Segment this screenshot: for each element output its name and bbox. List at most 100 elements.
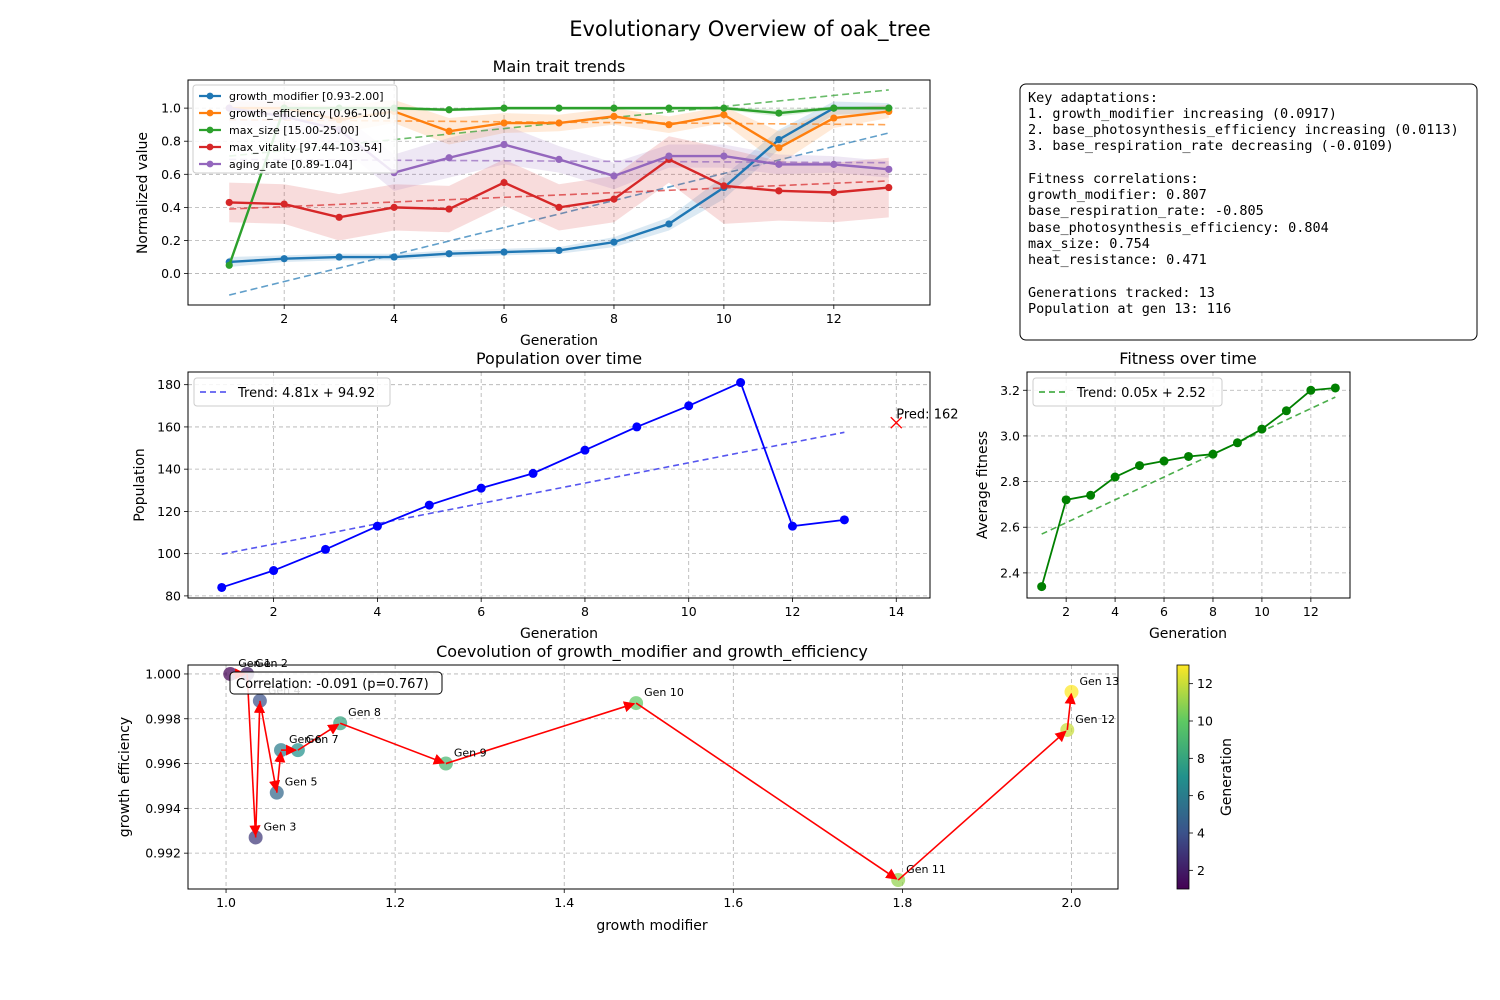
coevolution-arrow <box>635 702 898 880</box>
traits-point <box>445 250 453 258</box>
fitness-grid <box>1027 372 1350 598</box>
population-ytick-label: 160 <box>157 419 181 434</box>
info-box: Key adaptations: 1. growth_modifier incr… <box>1019 83 1478 341</box>
traits-point <box>500 178 508 187</box>
coevolution-xtick-label: 1.4 <box>554 895 574 910</box>
fitness-title: Fitness over time <box>1119 349 1256 368</box>
traits-legend-marker <box>206 143 214 151</box>
traits-ytick-label: 0.6 <box>161 167 181 182</box>
coevolution-point-label: Gen 2 <box>255 657 288 670</box>
fitness-legend-label: Trend: 0.05x + 2.52 <box>1076 386 1206 401</box>
traits-point <box>390 203 398 211</box>
trait-trends-ylabel: Normalized value <box>135 132 151 254</box>
traits-legend-label: max_size [15.00-25.00] <box>229 124 359 137</box>
coevolution-xtick-label: 2.0 <box>1062 895 1082 910</box>
fitness-ytick-label: 2.4 <box>1000 565 1020 580</box>
traits-point <box>830 160 838 168</box>
figure-title: Evolutionary Overview of oak_tree <box>569 17 931 42</box>
population-point <box>580 445 590 455</box>
traits-band-3 <box>229 136 889 241</box>
fitness-legend: Trend: 0.05x + 2.52 <box>1032 377 1223 407</box>
coevolution-arrow <box>297 723 340 751</box>
colorbar-tick-label: 6 <box>1197 788 1205 803</box>
info-line: max_size: 0.754 <box>1028 236 1150 252</box>
trait-trends-chart: Main trait trends Generation Normalized … <box>135 57 931 349</box>
traits-point <box>720 152 728 160</box>
traits-point <box>775 109 783 117</box>
population-point <box>372 521 382 531</box>
traits-point <box>335 213 343 221</box>
coevolution-point-label: Gen 5 <box>285 776 318 789</box>
info-line: growth_modifier: 0.807 <box>1028 187 1207 203</box>
fitness-point <box>1135 461 1145 471</box>
traits-point <box>555 203 563 211</box>
population-point <box>424 500 434 510</box>
population-legend-label: Trend: 4.81x + 94.92 <box>237 386 375 401</box>
coevolution-ytick-label: 0.998 <box>145 711 181 726</box>
fitness-point <box>1306 385 1316 395</box>
fitness-chart: Fitness over time Generation Average fit… <box>975 349 1351 642</box>
colorbar-gradient <box>1176 664 1190 890</box>
traits-legend-label: growth_efficiency [0.96-1.00] <box>229 107 391 120</box>
fitness-ytick-label: 3.0 <box>1000 428 1020 443</box>
population-prediction-marker <box>890 416 903 429</box>
traits-point <box>555 104 563 112</box>
fitness-point <box>1159 456 1169 466</box>
traits-point <box>445 154 453 162</box>
traits-ytick-label: 0.8 <box>161 134 181 149</box>
traits-point <box>500 104 508 112</box>
traits-legend-marker <box>206 126 214 134</box>
coevolution-arrow <box>1064 692 1076 731</box>
traits-legend: growth_modifier [0.93-2.00] growth_effici… <box>192 84 398 174</box>
traits-xtick-label: 4 <box>390 311 398 326</box>
info-line: base_photosynthesis_efficiency: 0.804 <box>1028 220 1329 236</box>
traits-ytick-label: 0.4 <box>161 200 181 215</box>
traits-ytick-label: 1.0 <box>161 101 181 116</box>
colorbar-label: Generation <box>1219 738 1235 816</box>
coevolution-point-label: Gen 3 <box>264 820 297 833</box>
coevolution-arrow <box>259 700 281 792</box>
coevolution-arrow <box>246 673 261 837</box>
traits-point <box>775 144 783 152</box>
fitness-xtick-label: 4 <box>1111 604 1119 619</box>
info-line: 2. base_photosynthesis_efficiency increa… <box>1028 122 1459 138</box>
info-box-frame <box>1019 83 1478 341</box>
population-line <box>221 381 845 589</box>
coevolution-ytick-label: 1.000 <box>145 666 181 681</box>
traits-point <box>720 182 728 190</box>
traits-point <box>885 104 893 112</box>
traits-point <box>390 253 398 261</box>
population-point <box>632 422 642 432</box>
traits-point <box>885 165 893 173</box>
fitness-ytick-label: 2.8 <box>1000 474 1020 489</box>
fitness-point <box>1061 495 1071 505</box>
traits-legend-label: max_vitality [97.44-103.54] <box>229 141 382 154</box>
population-point <box>684 401 694 411</box>
fitness-point <box>1208 449 1218 459</box>
colorbar-tick-label: 2 <box>1197 863 1205 878</box>
traits-point <box>775 135 783 144</box>
fitness-xtick-label: 12 <box>1303 604 1319 619</box>
info-line: Population at gen 13: 116 <box>1028 301 1231 317</box>
colorbar-tick-label: 8 <box>1197 751 1205 766</box>
traits-point <box>830 114 838 122</box>
population-chart: Population over time Generation Populati… <box>132 349 959 642</box>
population-point <box>736 378 746 388</box>
traits-point <box>720 104 728 112</box>
population-trendline <box>221 431 845 556</box>
population-point <box>476 483 486 493</box>
traits-point <box>775 160 783 168</box>
coevolution-arrow <box>445 701 636 765</box>
population-xtick-label: 6 <box>477 604 485 619</box>
population-point <box>839 515 849 525</box>
population-point <box>321 544 331 554</box>
traits-point <box>665 220 673 228</box>
population-xtick-label: 10 <box>681 604 697 619</box>
fitness-ytick-label: 3.2 <box>1000 383 1020 398</box>
population-ytick-label: 120 <box>157 504 181 519</box>
fitness-xtick-label: 8 <box>1209 604 1217 619</box>
traits-trendline-0 <box>229 132 889 296</box>
fitness-plot-area <box>1037 383 1340 592</box>
population-xtick-label: 2 <box>270 604 278 619</box>
